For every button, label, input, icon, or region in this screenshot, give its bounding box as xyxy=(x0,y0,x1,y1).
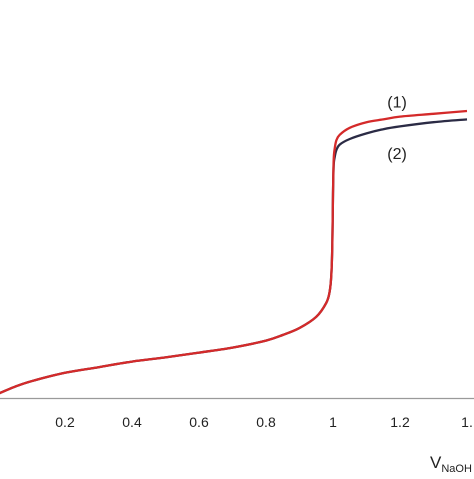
series-label-2: (2) xyxy=(387,146,407,163)
x-tick-label: 1 xyxy=(329,414,337,430)
x-tick-label: 0.4 xyxy=(122,414,142,430)
x-axis-ticks: 0.2 0.4 0.6 0.8 1 1.2 1. xyxy=(55,414,473,430)
x-axis-label: VNaOH xyxy=(430,453,472,474)
series-line-1 xyxy=(0,109,468,395)
x-tick-label: 1.2 xyxy=(390,414,410,430)
x-axis-label-subscript: NaOH xyxy=(441,463,472,474)
x-axis-label-main: V xyxy=(430,453,442,472)
series-labels: (1) (2) xyxy=(387,94,407,163)
x-tick-label: 0.8 xyxy=(256,414,276,430)
x-tick-label: 0.2 xyxy=(55,414,75,430)
series-layer xyxy=(0,109,468,395)
x-tick-label: 0.6 xyxy=(189,414,209,430)
series-label-1: (1) xyxy=(387,94,407,111)
x-tick-label: 1. xyxy=(461,414,473,430)
